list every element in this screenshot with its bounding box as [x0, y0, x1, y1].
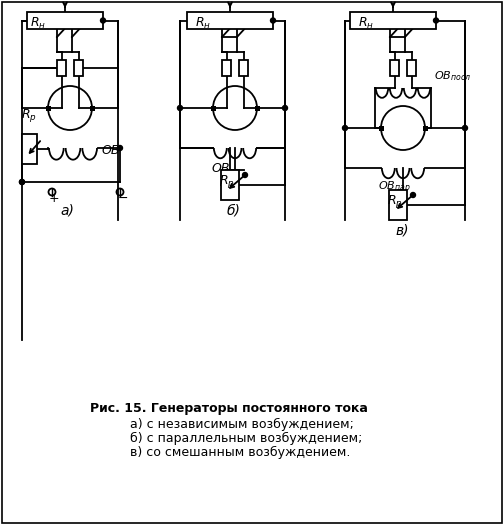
Circle shape — [242, 173, 247, 177]
Bar — [221, 170, 239, 200]
Circle shape — [283, 106, 287, 110]
Text: $ОВ_{пар}$: $ОВ_{пар}$ — [378, 180, 411, 196]
Bar — [422, 125, 427, 131]
Text: б): б) — [227, 204, 241, 218]
Circle shape — [100, 18, 105, 23]
Text: +: + — [49, 192, 59, 205]
Text: −: − — [118, 192, 129, 205]
Bar — [90, 106, 95, 110]
Text: б) с параллельным возбуждением;: б) с параллельным возбуждением; — [130, 432, 362, 445]
Bar — [222, 60, 231, 76]
Bar — [187, 12, 273, 29]
Text: в): в) — [395, 224, 409, 238]
Text: ОВ: ОВ — [211, 162, 229, 175]
Bar — [390, 60, 399, 76]
Text: $R_р$: $R_р$ — [387, 193, 403, 210]
Circle shape — [20, 180, 25, 184]
Text: а): а) — [60, 204, 74, 218]
Bar — [379, 125, 384, 131]
Text: $R_р$: $R_р$ — [219, 173, 235, 190]
Bar — [350, 12, 436, 29]
Bar — [22, 134, 37, 164]
Bar — [239, 60, 248, 76]
Circle shape — [463, 125, 468, 131]
Text: $ОВ_{посл}$: $ОВ_{посл}$ — [434, 69, 471, 83]
Circle shape — [177, 106, 182, 110]
Bar — [74, 60, 83, 76]
Text: в) со смешанным возбуждением.: в) со смешанным возбуждением. — [130, 446, 350, 459]
Bar — [255, 106, 260, 110]
Circle shape — [20, 180, 25, 184]
Bar — [57, 60, 66, 76]
Bar — [389, 190, 407, 220]
Circle shape — [117, 145, 122, 151]
Bar — [211, 106, 216, 110]
Circle shape — [410, 193, 415, 197]
Circle shape — [271, 18, 276, 23]
Text: а) с независимым возбуждением;: а) с независимым возбуждением; — [130, 418, 354, 431]
Text: $R_н$: $R_н$ — [30, 16, 46, 31]
Text: Рис. 15. Генераторы постоянного тока: Рис. 15. Генераторы постоянного тока — [90, 402, 368, 415]
Circle shape — [433, 18, 438, 23]
Bar — [45, 106, 50, 110]
Text: $R_р$: $R_р$ — [21, 107, 37, 124]
Bar — [27, 12, 103, 29]
Text: $R_н$: $R_н$ — [358, 16, 374, 31]
Circle shape — [343, 125, 347, 131]
Text: $R_н$: $R_н$ — [195, 16, 211, 31]
Bar — [407, 60, 416, 76]
Text: ОВ: ОВ — [102, 143, 120, 156]
